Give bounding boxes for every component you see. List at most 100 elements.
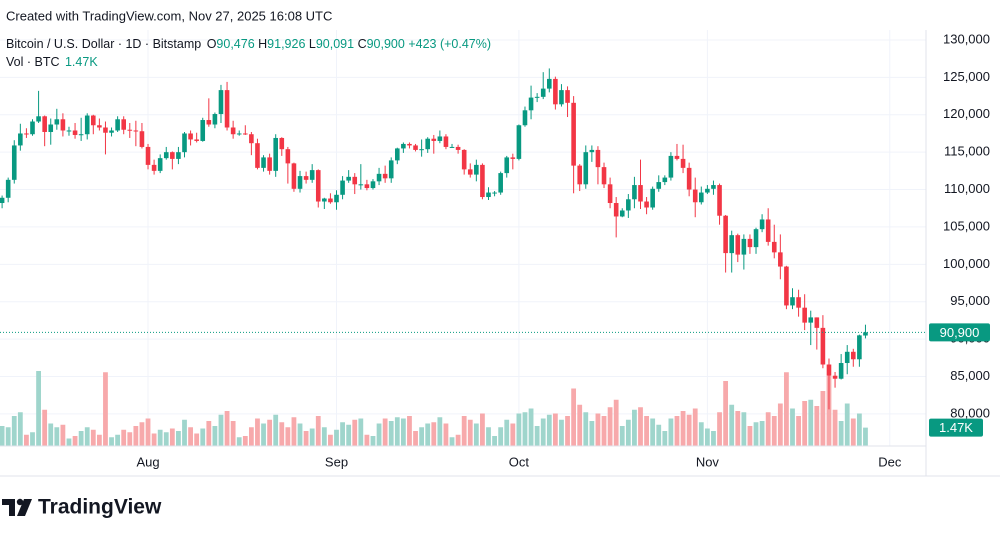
logo-icon xyxy=(2,499,15,516)
volume-bar xyxy=(589,421,595,446)
volume-bar xyxy=(571,388,577,446)
candle-body xyxy=(528,97,534,111)
candle-body xyxy=(370,181,376,189)
volume-bar xyxy=(680,411,686,446)
volume-bar xyxy=(534,426,540,446)
volume-bar xyxy=(777,403,783,446)
volume-bar xyxy=(121,429,127,446)
candle-body xyxy=(194,139,199,141)
candle-body xyxy=(382,173,388,179)
y-tick-label: 115,000 xyxy=(944,144,990,159)
x-tick-label: Aug xyxy=(136,454,159,469)
candle-body xyxy=(163,152,169,159)
volume-bar xyxy=(328,434,333,446)
x-tick-label: Dec xyxy=(878,454,902,469)
candle-body xyxy=(30,121,35,135)
candle-body xyxy=(729,235,734,254)
candle-body xyxy=(346,176,351,181)
volume-bar xyxy=(784,372,789,446)
volume-bar xyxy=(321,427,327,446)
volume-bar xyxy=(388,421,394,446)
candle-body xyxy=(778,252,783,267)
volume-bar xyxy=(352,419,358,446)
volume-bar xyxy=(248,427,254,446)
candle-body xyxy=(808,317,814,323)
candle-body xyxy=(717,185,722,216)
candle-body xyxy=(540,88,546,97)
volume-bar xyxy=(407,416,412,446)
candle-body xyxy=(97,125,102,128)
volume-bar xyxy=(638,407,643,446)
candle-body xyxy=(814,317,820,328)
candle-body xyxy=(5,179,11,198)
volume-bar xyxy=(315,416,321,446)
volume-bar xyxy=(619,426,625,446)
volume-bar xyxy=(443,423,449,446)
candle-body xyxy=(60,119,66,131)
candle-body xyxy=(182,133,187,153)
quote-key: H xyxy=(258,37,267,51)
volume-bar xyxy=(504,419,510,446)
candle-body xyxy=(857,335,862,360)
candle-body xyxy=(425,138,430,150)
volume-bar xyxy=(552,413,558,446)
volume-value-label: 1.47K xyxy=(939,420,973,435)
candle-body xyxy=(0,197,5,204)
volume-bar xyxy=(303,431,309,446)
symbol: Bitcoin / U.S. Dollar · 1D · Bitstamp xyxy=(6,37,201,51)
volume-bar xyxy=(370,436,376,446)
volume-bar xyxy=(60,424,66,446)
candle-body xyxy=(303,176,309,180)
logo-icon xyxy=(17,499,32,516)
volume-bar xyxy=(686,414,692,446)
volume-bar xyxy=(255,418,260,446)
volume-bar xyxy=(382,418,388,446)
candle-body xyxy=(419,149,424,151)
volume-bar xyxy=(832,409,838,446)
volume-bar xyxy=(291,417,297,446)
volume-bar xyxy=(376,423,382,446)
volume-bar xyxy=(735,411,741,446)
candle-body xyxy=(358,184,364,186)
candle-body xyxy=(638,185,643,202)
volume-value-box xyxy=(929,418,983,437)
candle-body xyxy=(790,297,795,306)
volume-bar xyxy=(796,416,801,446)
last-price-box xyxy=(929,323,990,342)
volume-bar xyxy=(522,412,528,446)
candle-body xyxy=(206,120,212,125)
volume-bar xyxy=(650,418,656,446)
volume-line: Vol · BTC 1.47K xyxy=(6,55,98,69)
quote-key: C xyxy=(358,37,367,51)
candle-body xyxy=(553,78,558,105)
volume-bar xyxy=(826,376,832,446)
quote-value: 90,091 xyxy=(316,37,354,51)
volume-bar xyxy=(267,419,273,446)
candle-body xyxy=(480,164,485,198)
candle-body xyxy=(686,167,692,190)
volume-bar xyxy=(340,422,345,446)
volume-bar xyxy=(644,416,649,446)
candle-body xyxy=(176,152,181,159)
volume-bar xyxy=(334,429,339,446)
candle-body xyxy=(261,157,266,168)
candle-body xyxy=(437,136,443,141)
y-tick-label: 105,000 xyxy=(943,218,990,233)
logo xyxy=(2,498,32,516)
candle-body xyxy=(78,134,84,136)
candle-body xyxy=(249,134,254,144)
volume-bar xyxy=(364,434,370,446)
volume-bar xyxy=(583,412,589,446)
caption: Created with TradingView.com, Nov 27, 20… xyxy=(6,8,332,23)
candle-body xyxy=(832,375,838,379)
volume-bar xyxy=(540,418,546,446)
volume-bar xyxy=(510,423,516,446)
candle-body xyxy=(626,199,631,211)
volume-bar xyxy=(163,432,169,446)
volume-bar xyxy=(84,427,90,446)
quote-key: L xyxy=(309,37,316,51)
volume-bar xyxy=(279,422,285,446)
volume-bar xyxy=(66,438,72,446)
volume-bar xyxy=(741,412,747,446)
